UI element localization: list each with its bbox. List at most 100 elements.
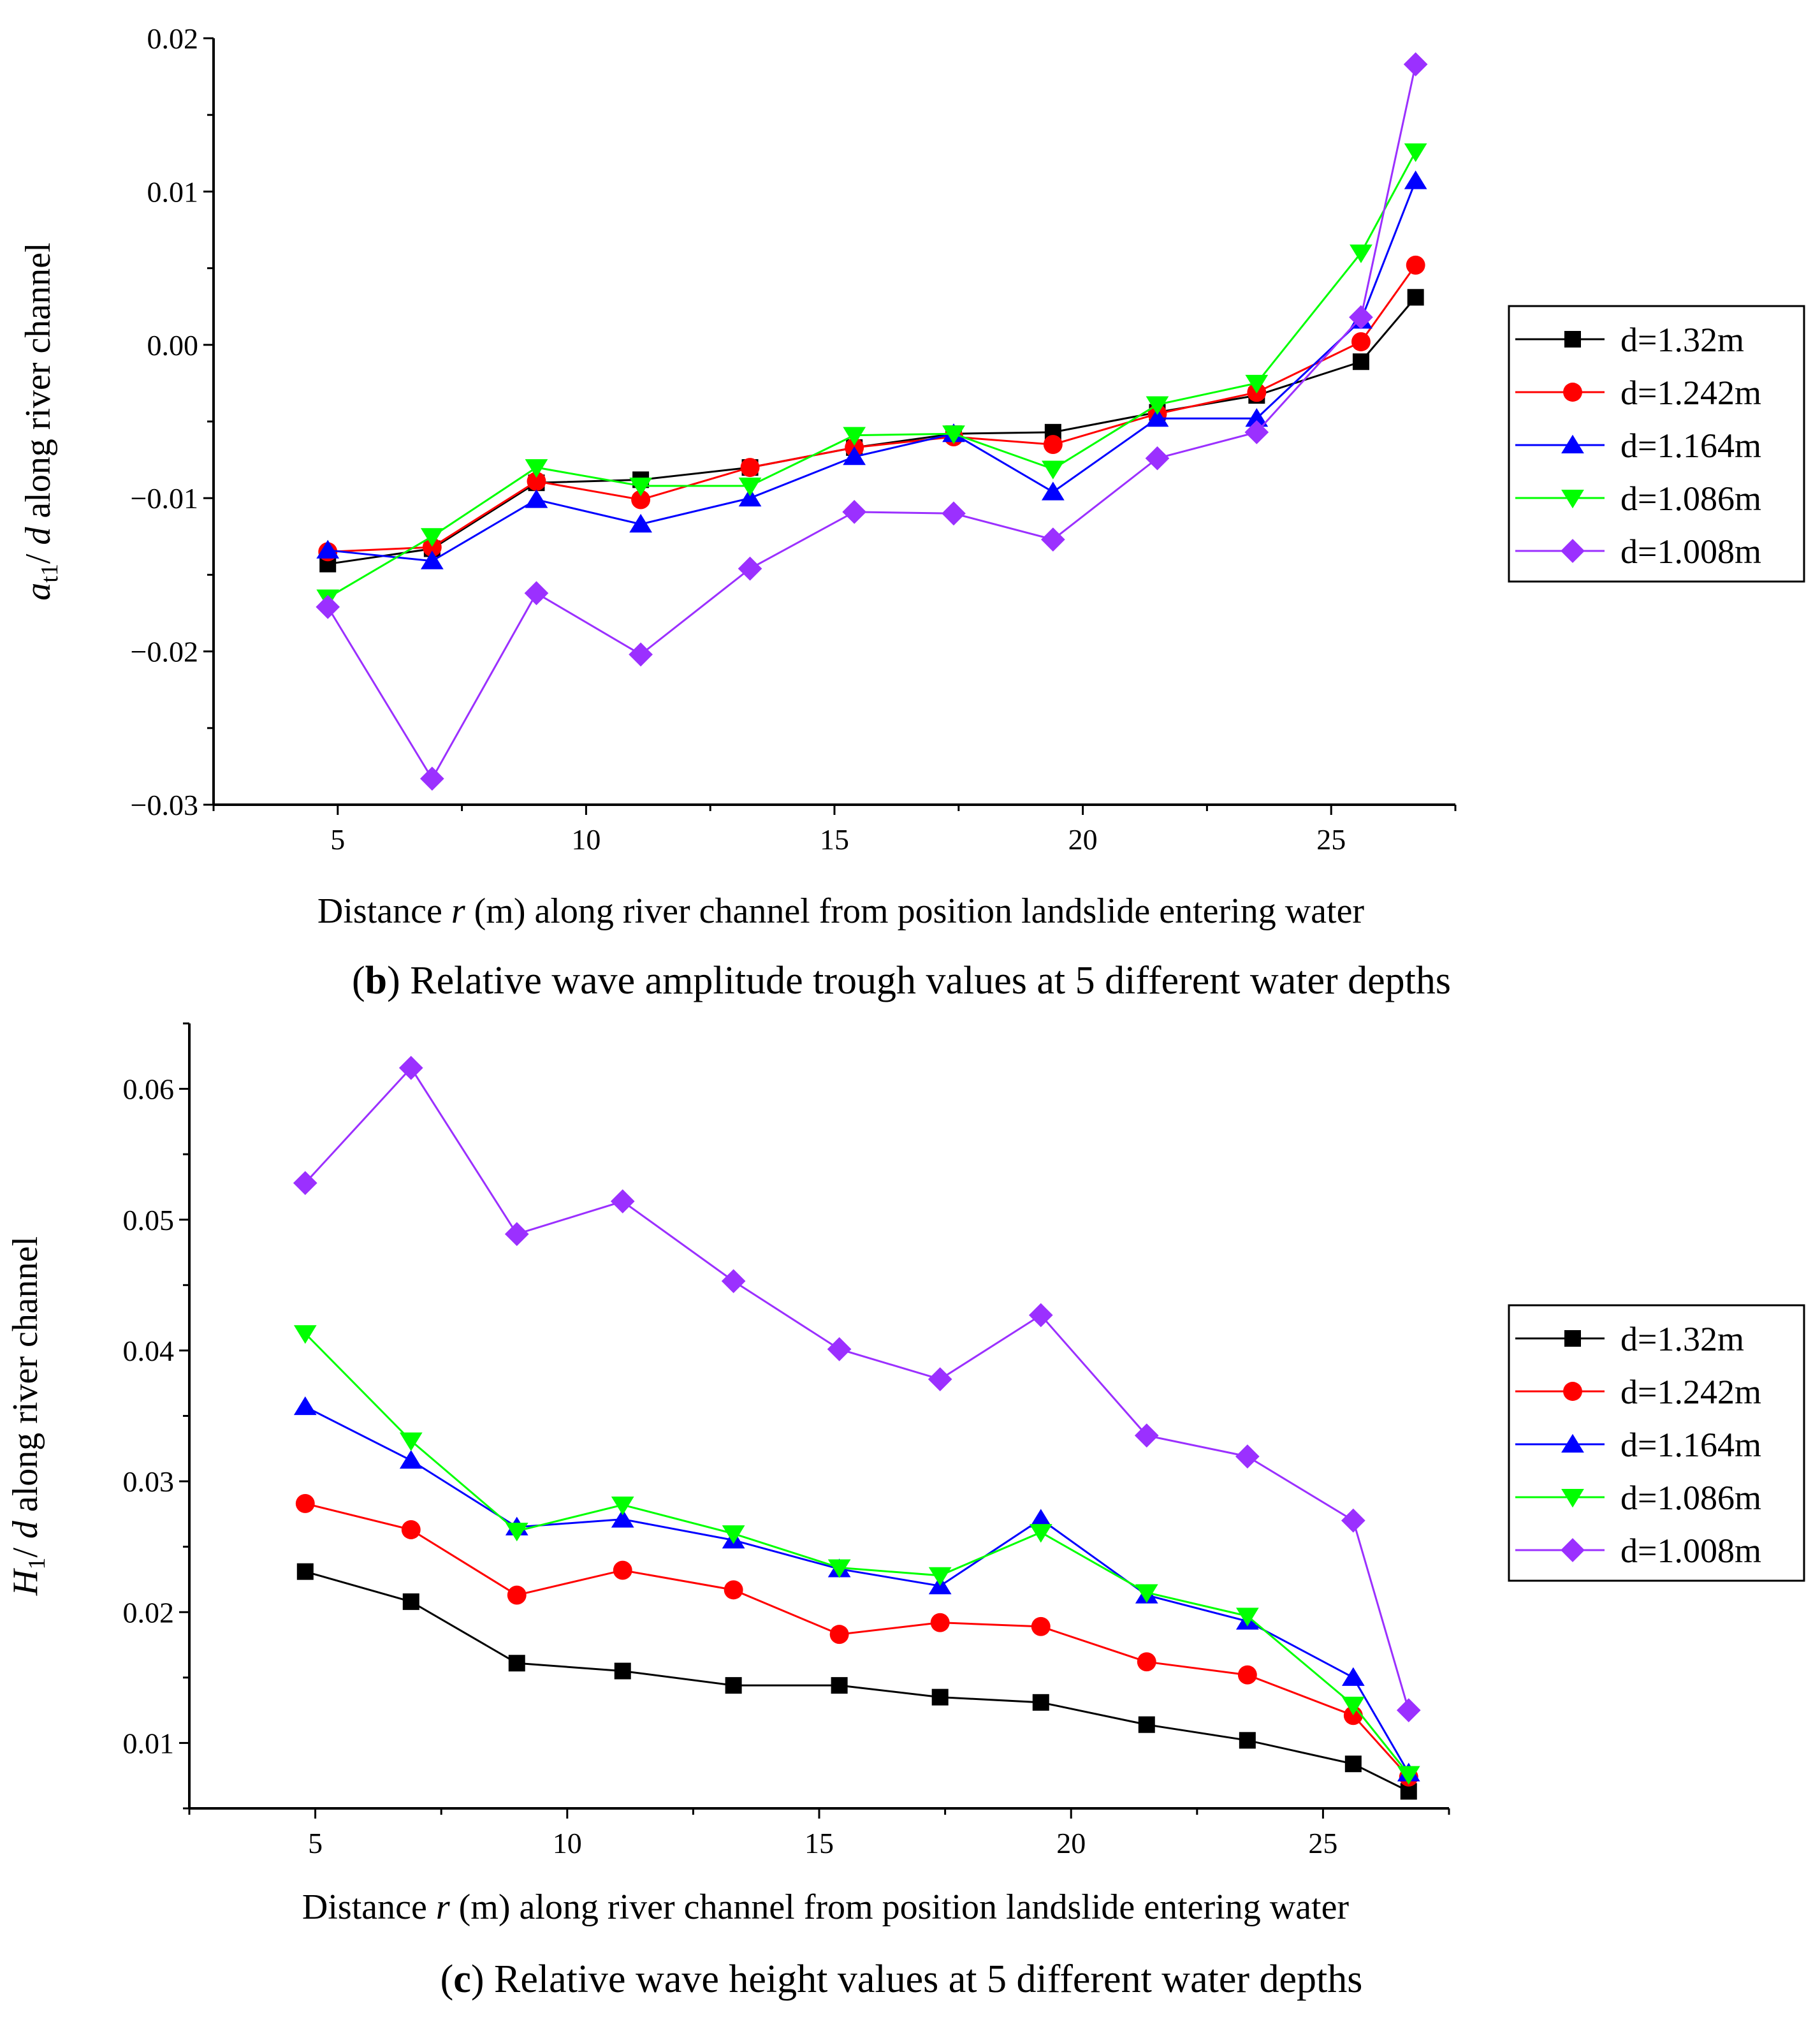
figure-caption: (c) Relative wave height values at 5 dif… [440, 1958, 1363, 2001]
data-point [1350, 244, 1372, 263]
data-point [629, 477, 652, 497]
caption-paren: ( [352, 959, 365, 1002]
data-point [399, 1450, 423, 1469]
data-point [843, 427, 866, 446]
data-point [725, 1677, 742, 1694]
legend-marker [1564, 331, 1581, 348]
series-d=1.008m [316, 52, 1428, 791]
caption-label: b [365, 959, 387, 1002]
data-point [507, 1585, 527, 1605]
legend-marker [1561, 1538, 1585, 1562]
legend-label: d=1.086m [1620, 480, 1761, 518]
legend-marker [1564, 1330, 1581, 1347]
caption-text: Relative wave amplitude trough values at… [410, 959, 1451, 1002]
data-point [1352, 353, 1369, 370]
data-point [1029, 1509, 1052, 1528]
data-point [831, 1677, 848, 1694]
data-point [1138, 1716, 1155, 1733]
series-d=1.164m [316, 170, 1427, 569]
legend-label: d=1.32m [1620, 321, 1744, 359]
data-point [724, 1580, 743, 1600]
data-point [1145, 446, 1170, 471]
data-point [1239, 1732, 1256, 1749]
series-d=1.086m [293, 1325, 1420, 1785]
y-axis-title-var: a [18, 583, 58, 601]
series-line [305, 1502, 1409, 1778]
x-tick-label: 10 [571, 823, 601, 856]
legend-marker [1561, 1489, 1584, 1508]
y-axis-title-part: along river channel [18, 242, 58, 527]
data-point [928, 1567, 952, 1586]
data-point [613, 1560, 632, 1580]
data-point [508, 1655, 525, 1672]
y-axis-title: at1/ d along river channel [18, 242, 63, 600]
legend: d=1.32m d=1.242m d=1.164m d=1.086m d=1.008m [1508, 1304, 1805, 1582]
data-point [1235, 1444, 1260, 1469]
data-point [293, 1325, 317, 1344]
data-point [1031, 1616, 1051, 1636]
x-axis-title-part: (m) along river channel from position la… [465, 891, 1365, 931]
data-point [1237, 1665, 1257, 1685]
data-point [1344, 1755, 1362, 1773]
data-point [1032, 1694, 1049, 1711]
y-tick-label: −0.03 [131, 789, 198, 821]
data-point [293, 1171, 317, 1196]
figure-caption: (b) Relative wave amplitude trough value… [352, 959, 1451, 1002]
x-axis-title: Distance r (m) along river channel from … [302, 1887, 1350, 1927]
legend-marker [1561, 490, 1584, 509]
x-axis-title-var: r [451, 891, 465, 931]
x-tick-label: 20 [1056, 1827, 1086, 1859]
y-tick-label: 0.01 [123, 1727, 175, 1759]
y-tick-label: 0.04 [123, 1335, 175, 1367]
data-point [1029, 1524, 1052, 1543]
legend: d=1.32m d=1.242m d=1.164m d=1.086m d=1.008m [1508, 305, 1805, 583]
data-point [1406, 255, 1425, 275]
data-point [740, 458, 760, 478]
x-axis-title-part: Distance [317, 891, 451, 931]
chart-c: 5 10 15 20 25 0.01 0.02 0.03 0.04 0.05 0.06 d=1.32m… [6, 1022, 1805, 2001]
legend-marker [1563, 383, 1582, 402]
data-point [1146, 407, 1169, 427]
data-point [842, 499, 867, 524]
x-tick-label: 5 [308, 1827, 323, 1859]
legend-marker [1561, 1433, 1584, 1453]
series-d=1.086m [316, 143, 1427, 608]
data-point [399, 1432, 423, 1451]
y-tick-label: 0.02 [147, 22, 199, 55]
caption-label: c [453, 1958, 471, 2001]
y-axis-title-var: H [6, 1568, 45, 1596]
data-point [942, 501, 966, 526]
data-point [611, 1509, 634, 1528]
y-axis-title-var: d [18, 527, 58, 545]
y-tick-label: 0.06 [123, 1073, 175, 1106]
legend-label: d=1.164m [1620, 427, 1761, 465]
series-d=1.008m [293, 1055, 1421, 1722]
y-axis-title-var: d [6, 1520, 45, 1539]
series-d=1.32m [296, 1563, 1417, 1800]
caption-paren: ( [440, 1958, 454, 2001]
data-point [1245, 374, 1269, 394]
data-point [1351, 332, 1371, 351]
legend-marker [1561, 539, 1585, 563]
x-tick-label: 20 [1068, 823, 1098, 856]
data-point [722, 1525, 745, 1544]
data-point [629, 642, 653, 667]
y-tick-label: 0.05 [123, 1204, 175, 1236]
legend-box [1508, 305, 1805, 583]
y-tick-label: −0.01 [131, 482, 198, 515]
data-point [316, 595, 340, 619]
data-point [930, 1613, 950, 1632]
legend-label: d=1.164m [1620, 1426, 1761, 1464]
x-tick-label: 5 [330, 823, 345, 856]
y-axis-title-part: / [18, 545, 58, 564]
data-point [1041, 481, 1065, 501]
y-axis-title: H1/ d along river channel [6, 1236, 50, 1596]
data-point [1341, 1696, 1365, 1716]
legend-label: d=1.32m [1620, 1320, 1744, 1358]
data-point [738, 487, 762, 507]
caption-paren: ) [387, 959, 410, 1002]
data-point [629, 513, 652, 533]
data-point [525, 459, 548, 478]
data-point [1403, 52, 1428, 77]
